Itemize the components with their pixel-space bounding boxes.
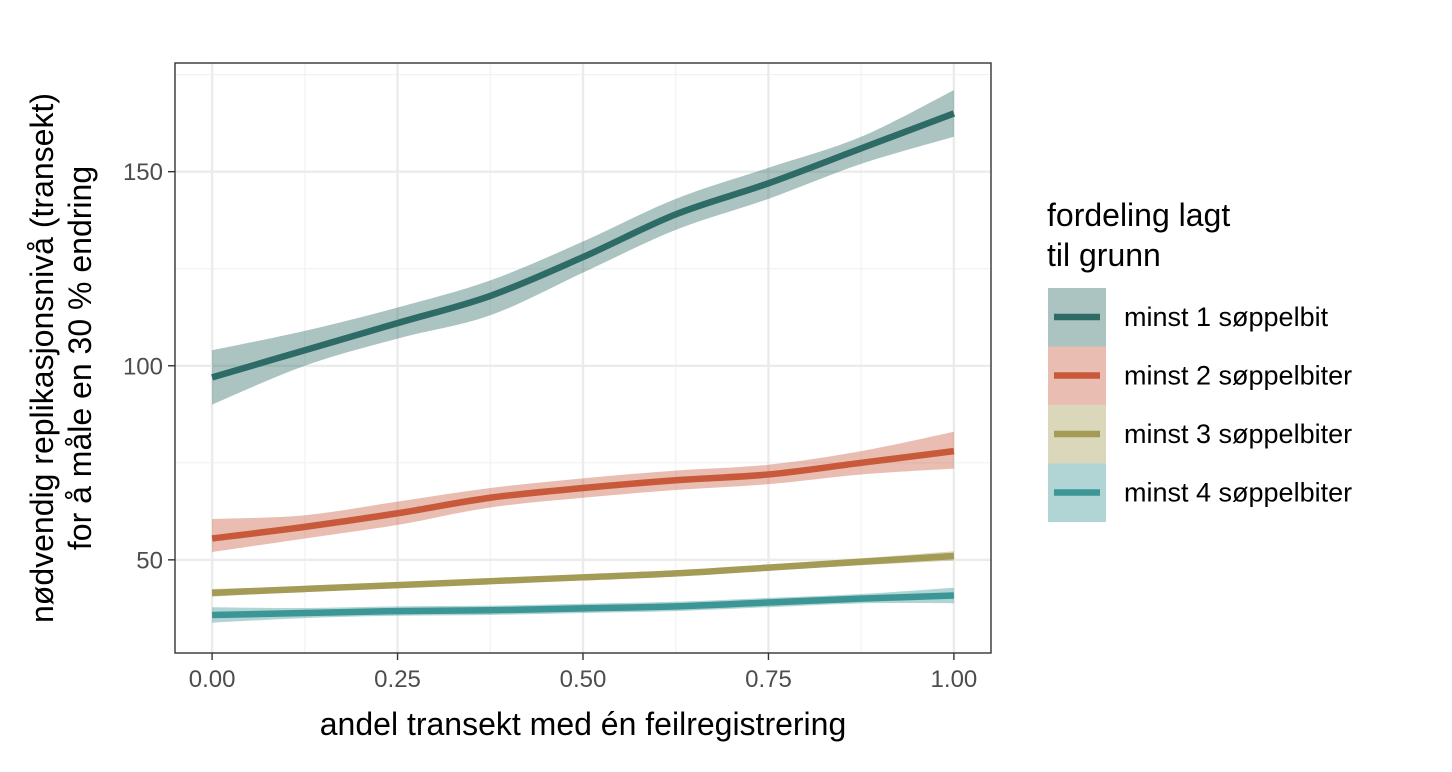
legend-label-3: minst 3 søppelbiter: [1124, 419, 1352, 449]
y-tick-label: 150: [123, 159, 163, 186]
axis-titles: andel transekt med én feilregistrering nø…: [24, 93, 846, 742]
confidence-band-series-2: [212, 431, 954, 553]
legend: fordeling lagt til grunn minst 1 søppelbit…: [1047, 197, 1352, 522]
series-line-3: [211, 552, 955, 597]
x-tick-label: 0.00: [189, 666, 236, 693]
x-axis-title: andel transekt med én feilregistrering: [320, 706, 847, 742]
legend-label-2: minst 2 søppelbiter: [1124, 361, 1352, 391]
x-tick-label: 0.50: [560, 666, 607, 693]
series-line-1: [211, 110, 956, 381]
y-axis-title-line-2: for å måle en 30 % endring: [62, 166, 98, 550]
legend-label-4: minst 4 søppelbiter: [1124, 478, 1352, 508]
y-axis-title-line-1: nødvendig replikasjonsnivå (transekt): [24, 93, 60, 623]
series-lines: [211, 110, 956, 619]
x-tick-label: 0.25: [374, 666, 421, 693]
y-tick-label: 100: [123, 353, 163, 380]
x-tick-label: 1.00: [931, 666, 978, 693]
axis-ticks: 0.00 0.25 0.50 0.75 1.00 50 100 150: [123, 159, 977, 693]
legend-title-line-2: til grunn: [1047, 237, 1161, 273]
legend-title-line-1: fordeling lagt: [1047, 197, 1230, 233]
y-tick-label: 50: [136, 547, 163, 574]
x-tick-label: 0.75: [745, 666, 792, 693]
series-line-2: [211, 447, 955, 542]
series-line-4: [212, 592, 955, 619]
legend-label-1: minst 1 søppelbit: [1124, 302, 1329, 332]
